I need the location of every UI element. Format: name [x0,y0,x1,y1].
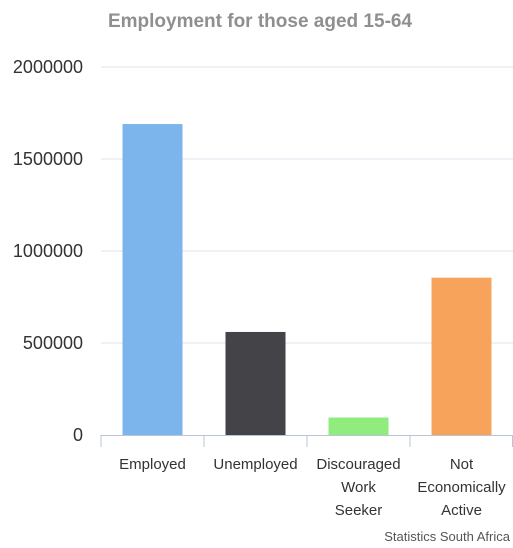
x-tick-label: Seeker [335,502,383,519]
bar [328,417,389,435]
bar [225,331,286,435]
x-tick-label: Work [341,479,376,496]
x-tick-label: Discouraged [316,456,400,473]
x-tick-label: Economically [417,479,506,496]
x-tick-label: Active [441,502,482,519]
bar [122,124,183,435]
y-axis-ticks: 2000000 1500000 1000000 500000 0 [13,57,83,445]
y-tick-label: 2000000 [13,57,83,77]
bars [122,124,492,435]
chart-credit: Statistics South Africa [384,529,510,544]
x-tick-label: Unemployed [213,456,297,473]
x-axis-ticks: Employed Unemployed Discouraged Work Seeker N… [119,456,506,519]
x-tick-label: Not [450,456,474,473]
x-tick-label: Employed [119,456,186,473]
y-tick-label: 500000 [23,333,83,353]
x-axis [100,435,513,447]
y-tick-label: 1500000 [13,149,83,169]
y-tick-label: 0 [73,425,83,445]
bar [431,277,492,435]
y-tick-label: 1000000 [13,241,83,261]
chart-title: Employment for those aged 15-64 [108,11,413,32]
